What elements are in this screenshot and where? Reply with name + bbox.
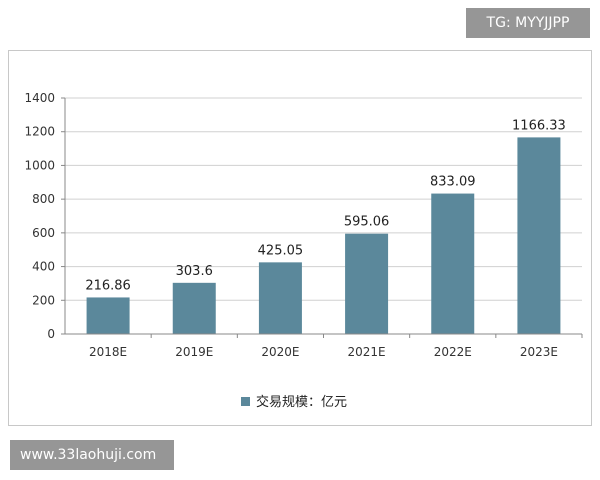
data-label: 1166.33 [512, 118, 566, 133]
y-tick-label: 0 [47, 327, 55, 341]
bar [258, 262, 302, 334]
y-tick-label: 1400 [24, 91, 55, 105]
y-axis: 0 200 400 600 800 1000 1200 1400 [24, 91, 66, 341]
legend-label: 交易规模：亿元 [256, 394, 347, 410]
bar [517, 137, 561, 334]
y-tick-label: 800 [32, 192, 55, 206]
bar [345, 233, 389, 334]
y-tick-label: 400 [32, 260, 55, 274]
data-label: 595.06 [344, 215, 390, 230]
y-tick-label: 200 [32, 293, 55, 307]
y-tick-label: 1200 [24, 125, 55, 139]
bar [431, 193, 475, 334]
x-tick-label: 2023E [520, 345, 558, 359]
x-axis: 2018E 2019E 2020E 2021E 2022E 2023E [65, 333, 583, 359]
x-tick-label: 2021E [348, 345, 386, 359]
grid-lines [65, 97, 582, 335]
y-tick-label: 600 [32, 226, 55, 240]
x-tick-label: 2020E [261, 345, 299, 359]
data-labels: 216.86 303.6 425.05 595.06 833.09 1166.33 [85, 118, 565, 293]
data-label: 303.6 [176, 264, 213, 279]
x-tick-label: 2019E [175, 345, 213, 359]
chart-frame [8, 50, 592, 426]
y-tick-label: 1000 [24, 158, 55, 172]
data-label: 425.05 [258, 243, 304, 258]
data-label: 216.86 [85, 278, 131, 293]
legend: 交易规模：亿元 [241, 394, 347, 410]
data-label: 833.09 [430, 175, 476, 190]
x-tick-label: 2018E [89, 345, 127, 359]
bar [86, 297, 130, 334]
watermark-bottom-left: www.33laohuji.com [10, 440, 174, 470]
bar [172, 282, 216, 334]
bars [86, 137, 561, 334]
x-tick-label: 2022E [434, 345, 472, 359]
watermark-top-right: TG: MYYJJPP [466, 8, 590, 38]
legend-swatch [241, 397, 250, 406]
